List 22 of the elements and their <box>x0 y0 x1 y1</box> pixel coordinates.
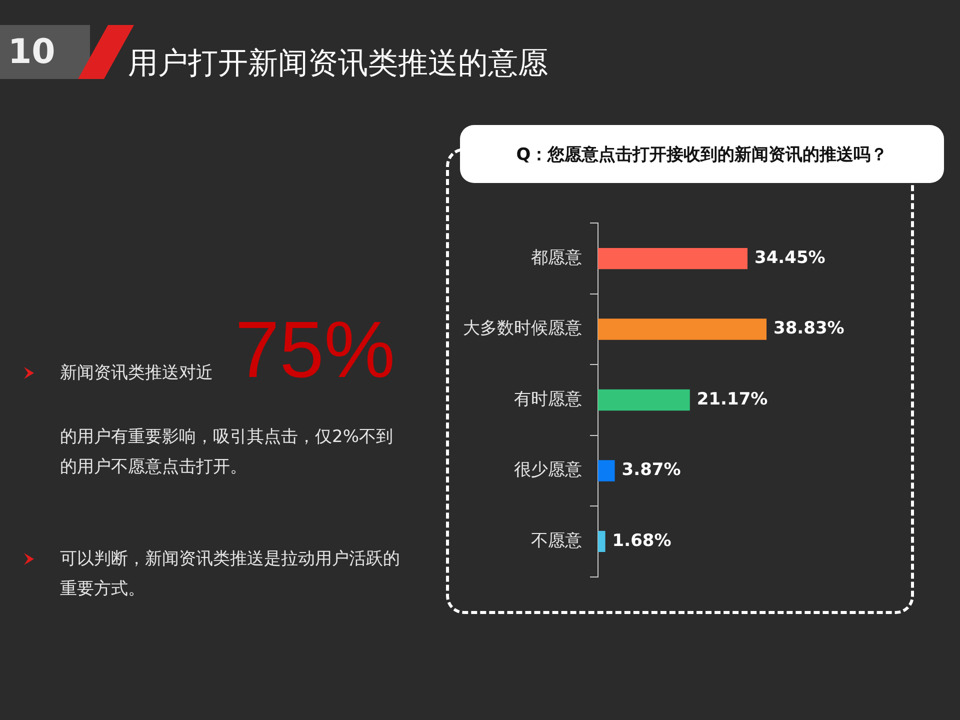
text: 新闻资讯类推送对近 <box>60 362 213 385</box>
y-tick-label: 都愿意 <box>531 248 582 268</box>
text: 75% <box>235 305 396 395</box>
chart-subtitle: Q：您愿意点击打开接收到的新闻资讯的推送吗？ <box>460 125 944 183</box>
bar <box>598 318 767 340</box>
bar <box>598 460 615 482</box>
data-label: 38.83% <box>774 318 844 339</box>
data-label: 1.68% <box>612 530 672 551</box>
data-label: 3.87% <box>622 460 681 480</box>
data-label: 21.17% <box>696 389 768 410</box>
text: 用户打开新闻资讯类推送的意愿 <box>128 45 548 83</box>
y-tick-label: 有时愿意 <box>514 389 582 410</box>
text: 可以判断，新闻资讯类推送是拉动用户活跃的重要方式。 <box>60 548 401 601</box>
y-tick-label: 大多数时候愿意 <box>463 318 582 339</box>
data-label: 34.45% <box>754 248 826 268</box>
y-tick-label: 不愿意 <box>531 530 582 551</box>
bar <box>598 389 690 411</box>
text: 10 <box>8 32 56 72</box>
y-tick-label: 很少愿意 <box>514 460 582 480</box>
bar <box>598 248 748 270</box>
text: 的用户有重要影响，吸引其点击，仅2%不到的用户不愿意点击打开。 <box>60 426 394 479</box>
bar <box>598 530 606 552</box>
